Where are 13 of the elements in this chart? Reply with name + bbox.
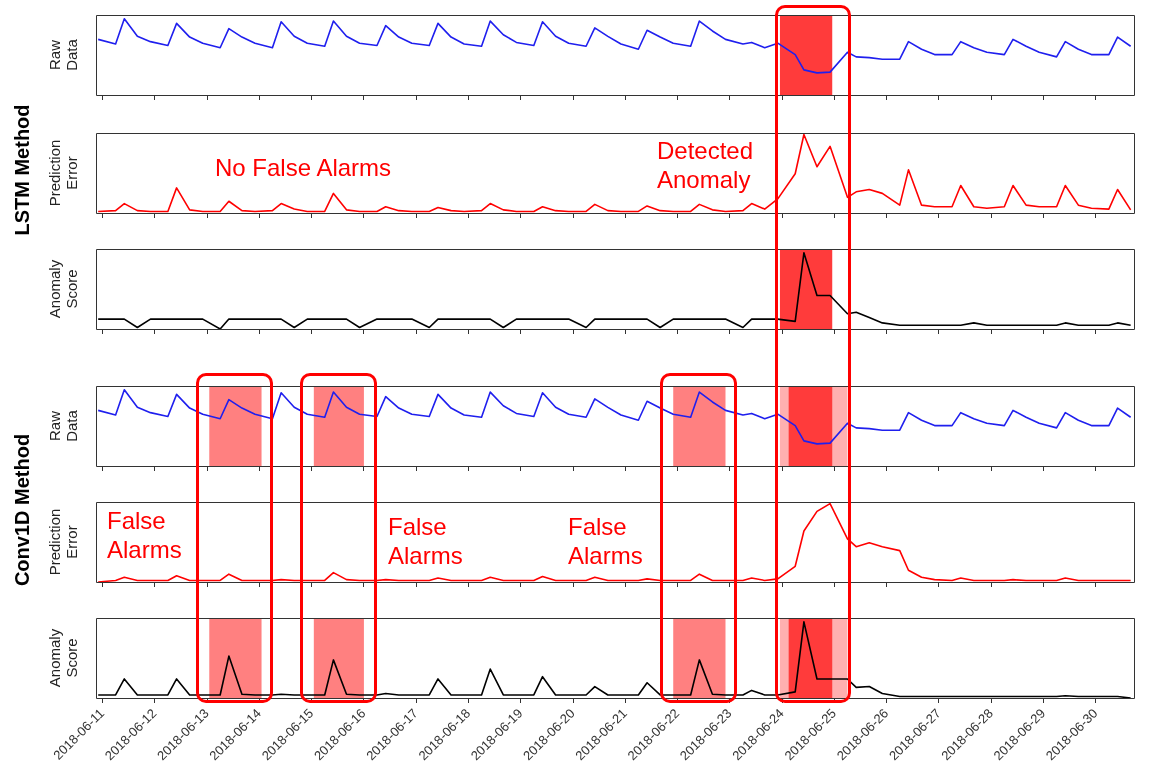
annotation: No False Alarms xyxy=(215,153,393,182)
y-axis-title: Raw Data xyxy=(46,410,80,442)
y-axis-title: Raw Data xyxy=(46,39,80,71)
annotation: False Alarms xyxy=(107,506,183,564)
y-axis-title: Prediction Error xyxy=(46,139,80,207)
text: Conv1D Method xyxy=(10,433,34,587)
y-axis-title: Anomaly Score xyxy=(46,259,80,319)
y-axis-title: Anomaly Score xyxy=(46,628,80,688)
annotation: False Alarms xyxy=(568,512,644,570)
annotation: False Alarms xyxy=(388,512,464,570)
y-axis-title: Prediction Error xyxy=(46,508,80,576)
annotation: Detected Anomaly xyxy=(657,136,755,194)
text: LSTM Method xyxy=(10,104,34,236)
